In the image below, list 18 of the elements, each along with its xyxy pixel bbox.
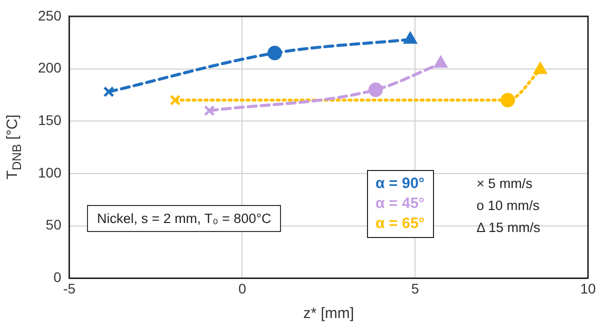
x-tick-label: 0 bbox=[238, 280, 246, 296]
x-tick-label: -5 bbox=[63, 280, 76, 296]
y-tick-label: 0 bbox=[54, 269, 62, 286]
y-tick-label: 150 bbox=[38, 112, 62, 128]
text: α = 90° bbox=[376, 174, 425, 194]
annotation: Δ 15 mm/s bbox=[476, 219, 540, 238]
annotation: Nickel, s = 2 mm, T₀ = 800°C bbox=[86, 204, 282, 232]
x-axis-title: z* [mm] bbox=[303, 305, 354, 322]
annotation: × 5 mm/s bbox=[476, 175, 532, 194]
y-tick-label: 200 bbox=[38, 60, 62, 76]
text: α = 45° bbox=[376, 194, 425, 214]
y-tick-label: 250 bbox=[38, 7, 62, 24]
x-tick-label: 5 bbox=[411, 280, 420, 296]
x-tick-label: 10 bbox=[580, 280, 596, 296]
y-tick-label: 50 bbox=[46, 216, 62, 233]
annotation: o 10 mm/s bbox=[476, 197, 540, 216]
y-tick-label: 100 bbox=[38, 164, 62, 180]
text: α = 65° bbox=[376, 214, 425, 234]
